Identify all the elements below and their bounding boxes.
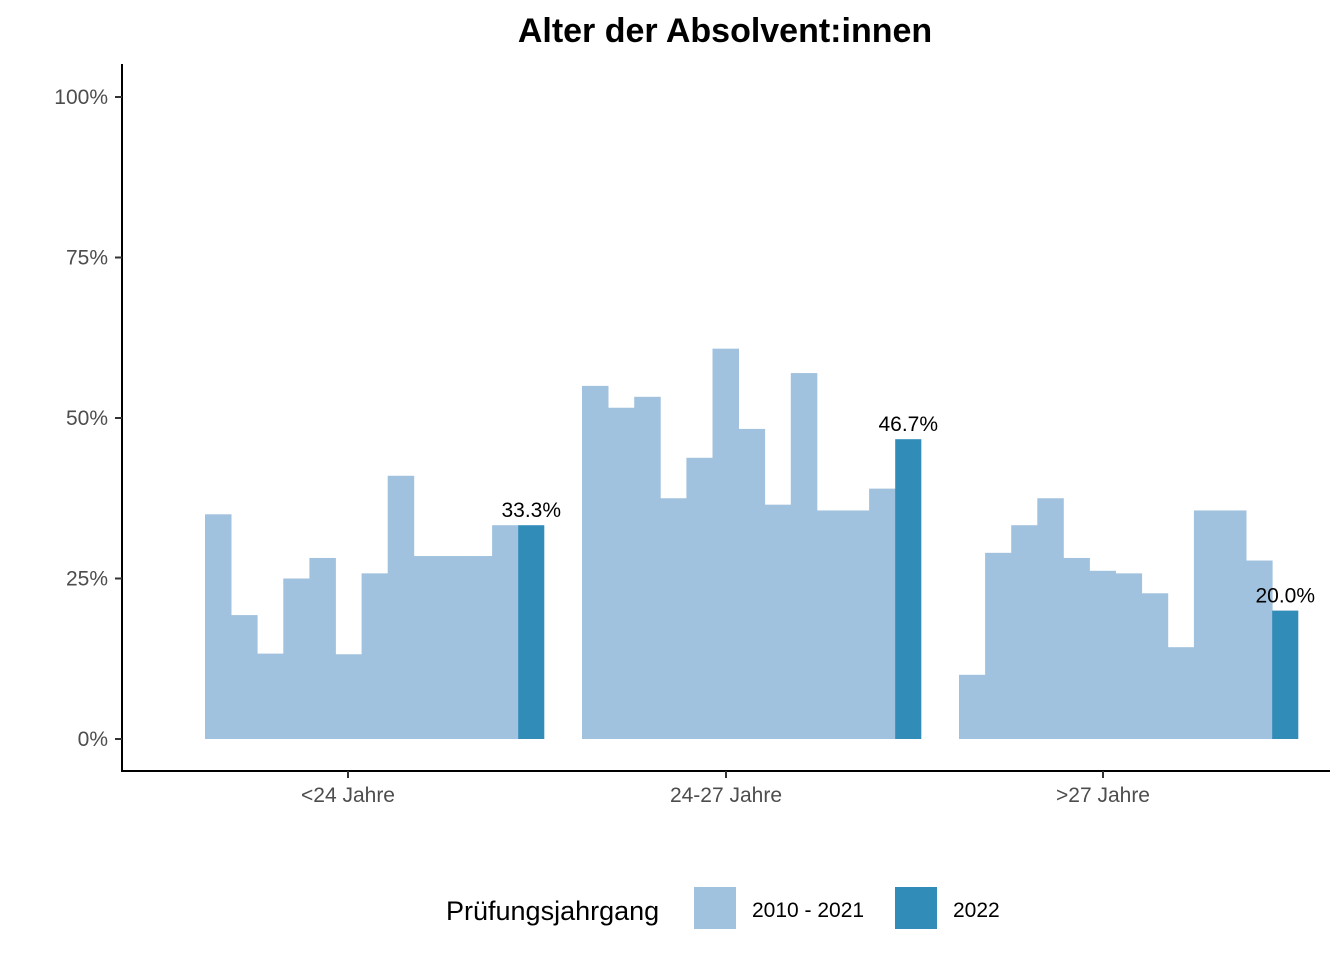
- bar-history-1-11: [869, 488, 896, 739]
- bar-history-2-11: [1246, 560, 1273, 739]
- bar-history-1-6: [738, 428, 766, 739]
- legend-swatch-history: [694, 887, 736, 929]
- y-tick-label-0: 0%: [78, 728, 108, 751]
- bar-history-1-7: [764, 504, 792, 739]
- legend-label-history: 2010 - 2021: [752, 899, 864, 922]
- bar-history-2-4: [1063, 557, 1090, 739]
- bar-history-2-6: [1115, 573, 1143, 739]
- bar-history-2-1: [985, 552, 1012, 739]
- bar-history-1-10: [843, 510, 870, 739]
- bar-history-0-10: [466, 556, 493, 739]
- bar-history-0-4: [309, 557, 336, 739]
- y-tick-label-2: 50%: [66, 407, 108, 430]
- bar-history-0-8: [413, 556, 441, 739]
- x-tick-label-0: <24 Jahre: [301, 784, 395, 807]
- bar-history-1-0: [582, 385, 609, 739]
- data-labels-layer: 33.3% 46.7% 20.0%: [501, 413, 1315, 607]
- bar-history-1-2: [634, 396, 661, 739]
- bar-history-1-8: [790, 373, 818, 739]
- legend-title: Prüfungsjahrgang: [446, 896, 659, 926]
- y-ticks: 0% 25% 50% 75% 100%: [54, 86, 122, 751]
- bar-history-0-6: [361, 573, 389, 739]
- y-tick-label-3: 75%: [66, 247, 108, 270]
- legend: Prüfungsjahrgang 2010 - 2021 2022: [446, 887, 1000, 929]
- chart-title: Alter der Absolvent:innen: [518, 12, 932, 50]
- bar-current-1: [895, 439, 922, 739]
- legend-label-current: 2022: [953, 899, 1000, 922]
- bar-current-0: [518, 525, 545, 739]
- bar-history-2-9: [1193, 510, 1221, 739]
- bar-history-2-0: [959, 674, 986, 739]
- legend-swatch-current: [895, 887, 937, 929]
- x-tick-label-1: 24-27 Jahre: [670, 784, 782, 807]
- bar-history-1-9: [816, 510, 844, 739]
- bar-history-1-3: [660, 498, 687, 739]
- bar-history-2-2: [1011, 525, 1038, 739]
- bar-history-2-3: [1037, 498, 1064, 739]
- bar-history-0-3: [283, 578, 310, 739]
- bar-history-0-2: [257, 653, 284, 739]
- bar-history-2-7: [1141, 593, 1169, 739]
- bar-history-0-1: [231, 615, 258, 739]
- bar-history-0-5: [335, 654, 362, 739]
- bar-history-0-11: [492, 525, 519, 739]
- bar-history-0-7: [387, 475, 415, 739]
- bar-history-2-8: [1167, 647, 1195, 739]
- bar-current-2: [1272, 610, 1299, 739]
- y-tick-label-4: 100%: [54, 86, 108, 109]
- bar-history-1-1: [608, 407, 635, 739]
- bar-history-0-9: [439, 556, 467, 739]
- bar-history-1-5: [712, 348, 739, 739]
- y-tick-label-1: 25%: [66, 568, 108, 591]
- bar-history-2-5: [1089, 570, 1116, 739]
- bar-history-1-4: [686, 457, 713, 739]
- bars-layer: [205, 348, 1299, 739]
- x-tick-label-2: >27 Jahre: [1056, 784, 1150, 807]
- data-label-0: 33.3%: [501, 499, 561, 522]
- bar-history-0-0: [205, 514, 232, 739]
- x-ticks: <24 Jahre 24-27 Jahre >27 Jahre: [301, 771, 1150, 807]
- data-label-1: 46.7%: [878, 413, 938, 436]
- data-label-2: 20.0%: [1255, 585, 1315, 608]
- bar-history-2-10: [1220, 510, 1247, 739]
